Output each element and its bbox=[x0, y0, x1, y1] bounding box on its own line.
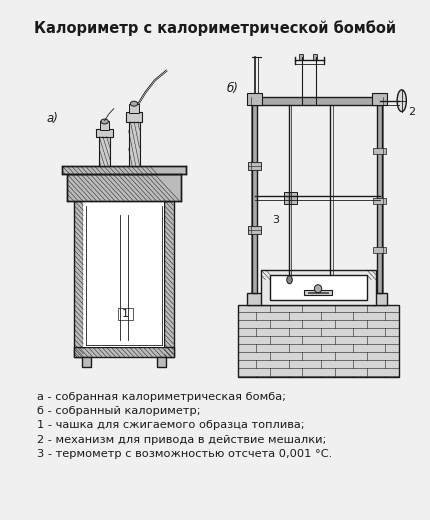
Bar bbox=[261, 270, 376, 305]
Bar bbox=[129, 122, 140, 166]
Bar bbox=[304, 290, 332, 295]
Bar bbox=[62, 166, 186, 174]
Text: 1 - чашка для сжигаемого образца топлива;: 1 - чашка для сжигаемого образца топлива… bbox=[37, 420, 305, 430]
Text: б - собранный калориметр;: б - собранный калориметр; bbox=[37, 406, 201, 416]
Bar bbox=[100, 122, 109, 131]
Bar bbox=[313, 54, 317, 60]
Text: б): б) bbox=[227, 82, 239, 95]
Bar bbox=[82, 357, 91, 367]
Bar bbox=[238, 305, 399, 376]
Text: 3: 3 bbox=[272, 215, 280, 226]
Bar bbox=[373, 198, 386, 204]
Bar bbox=[247, 93, 262, 105]
Text: а - собранная калориметрическая бомба;: а - собранная калориметрическая бомба; bbox=[37, 392, 286, 401]
Circle shape bbox=[314, 285, 322, 293]
Text: 3 - термометр с возможностью отсчета 0,001 °C.: 3 - термометр с возможностью отсчета 0,0… bbox=[37, 449, 333, 459]
Bar bbox=[247, 293, 262, 305]
Text: 1: 1 bbox=[122, 309, 129, 319]
Bar bbox=[99, 136, 110, 166]
Bar bbox=[129, 103, 138, 113]
Bar bbox=[74, 347, 174, 357]
Bar bbox=[248, 226, 261, 235]
Bar bbox=[126, 112, 142, 123]
Bar bbox=[299, 54, 303, 60]
Bar bbox=[372, 293, 387, 305]
Bar bbox=[373, 148, 386, 154]
Bar bbox=[284, 192, 297, 204]
Bar bbox=[372, 93, 387, 105]
Ellipse shape bbox=[130, 101, 138, 106]
Bar bbox=[157, 357, 166, 367]
Ellipse shape bbox=[397, 90, 406, 112]
Bar bbox=[373, 247, 386, 253]
Bar bbox=[164, 201, 174, 357]
Bar bbox=[67, 174, 181, 201]
Bar bbox=[308, 292, 328, 293]
Bar bbox=[270, 275, 367, 300]
Bar bbox=[248, 162, 261, 170]
Bar bbox=[252, 97, 257, 293]
Text: 2 - механизм для привода в действие мешалки;: 2 - механизм для привода в действие меша… bbox=[37, 435, 327, 445]
Text: Калориметр с калориметрической бомбой: Калориметр с калориметрической бомбой bbox=[34, 21, 396, 36]
Ellipse shape bbox=[101, 119, 108, 124]
Bar bbox=[83, 201, 164, 347]
Bar bbox=[118, 308, 133, 320]
Bar bbox=[74, 201, 83, 357]
Text: 2: 2 bbox=[408, 107, 415, 116]
Bar bbox=[377, 97, 382, 293]
Ellipse shape bbox=[287, 276, 292, 284]
Text: а): а) bbox=[46, 112, 58, 125]
Bar bbox=[96, 129, 113, 137]
Bar bbox=[252, 97, 382, 105]
